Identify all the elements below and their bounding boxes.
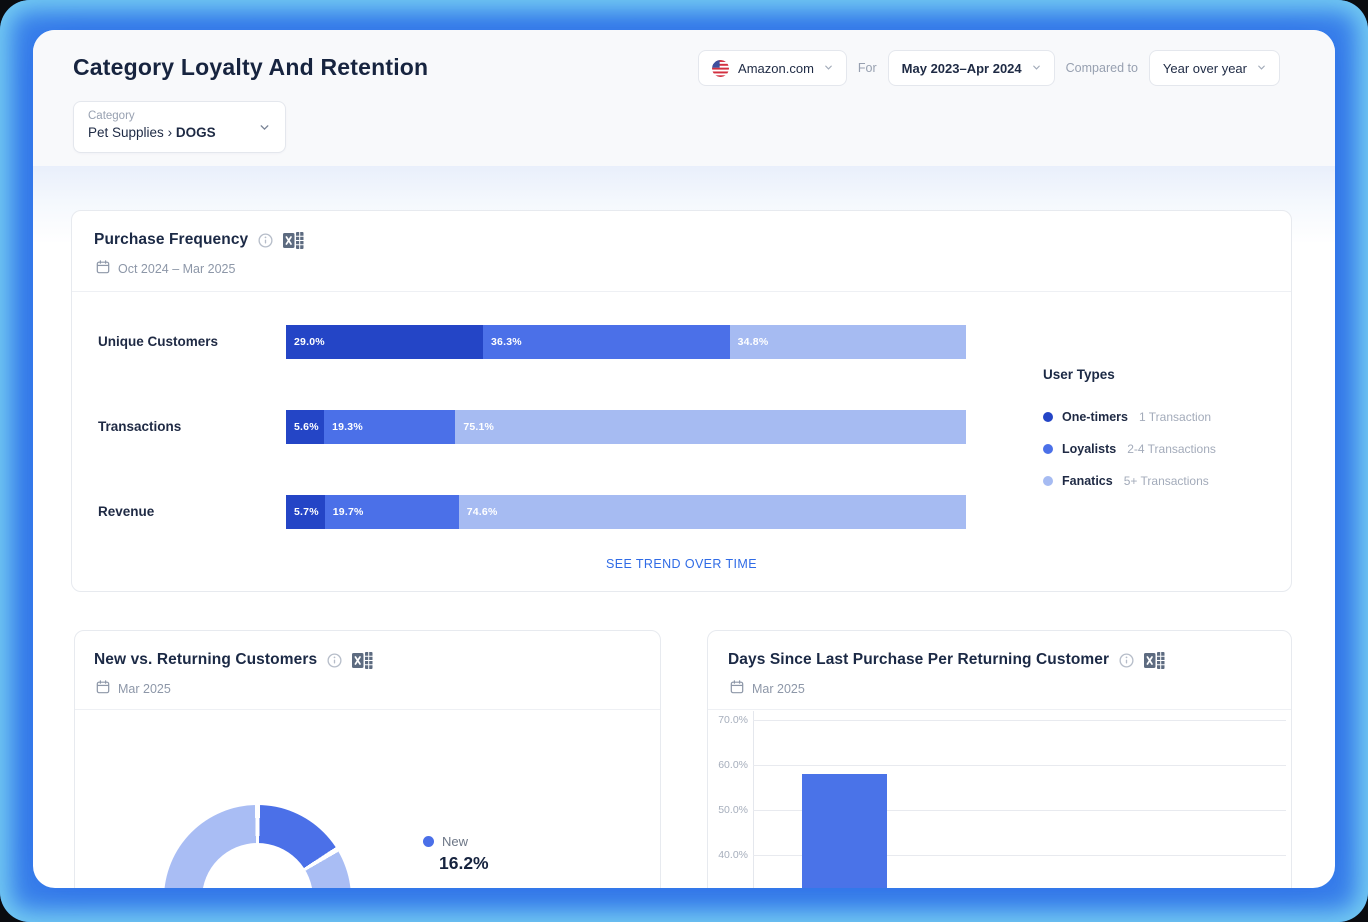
compared-to-label: Compared to <box>1065 61 1138 75</box>
calendar-icon <box>96 260 110 277</box>
bar-segment-one-timers[interactable]: 5.7% <box>286 495 325 529</box>
stacked-bar-unique-customers: 29.0% 36.3% 34.8% <box>286 325 966 359</box>
y-tick-label: 50.0% <box>718 804 748 816</box>
period-value: May 2023–Apr 2024 <box>901 60 1022 76</box>
chevron-down-icon <box>1031 61 1042 76</box>
gridline-40 <box>753 855 1286 856</box>
for-label: For <box>857 61 877 75</box>
bar-segment-fanatics[interactable]: 74.6% <box>458 495 966 529</box>
y-tick-label: 40.0% <box>718 849 748 861</box>
card-header-divider <box>72 291 1291 292</box>
info-icon[interactable] <box>258 232 273 248</box>
legend-label-new: New <box>442 834 469 849</box>
days-since-last-purchase-card: Days Since Last Purchase Per Returning C… <box>707 630 1292 888</box>
bar-segment-one-timers[interactable]: 29.0% <box>286 325 483 359</box>
user-types-legend: User Types One-timers 1 Transaction Loya… <box>1043 367 1216 488</box>
comparison-value: Year over year <box>1162 60 1247 76</box>
card-title: Purchase Frequency <box>94 231 249 248</box>
category-value: Pet Supplies › DOGS <box>88 125 216 140</box>
stacked-bar-transactions: 5.6% 19.3% 75.1% <box>286 410 966 444</box>
row-label-transactions: Transactions <box>98 419 182 434</box>
bar-segment-loyalists[interactable]: 36.3% <box>483 325 730 359</box>
bar-segment-loyalists[interactable]: 19.3% <box>324 410 456 444</box>
dashboard-page: Category Loyalty And Retention Amazon.co… <box>33 30 1335 888</box>
bar-segment-fanatics[interactable]: 75.1% <box>455 410 966 444</box>
retailer-value: Amazon.com <box>738 60 814 76</box>
gridline-70 <box>753 720 1286 721</box>
see-trend-over-time-link[interactable]: SEE TREND OVER TIME <box>606 557 757 571</box>
calendar-icon <box>96 680 110 697</box>
chevron-down-icon <box>823 61 834 76</box>
bar-segment-loyalists[interactable]: 19.7% <box>324 495 459 529</box>
info-icon[interactable] <box>1119 652 1134 668</box>
gridline-60 <box>753 765 1286 766</box>
breadcrumb-separator: › <box>167 125 173 140</box>
legend-dot <box>1043 476 1053 486</box>
legend-dot <box>1043 412 1053 422</box>
donut-chart[interactable] <box>164 805 351 888</box>
period-dropdown[interactable]: May 2023–Apr 2024 <box>887 50 1055 86</box>
histogram-bar[interactable] <box>802 774 887 888</box>
date-range: Oct 2024 – Mar 2025 <box>118 261 236 276</box>
row-label-revenue: Revenue <box>98 504 155 519</box>
legend-item-fanatics: Fanatics 5+ Transactions <box>1043 472 1209 490</box>
category-label: Category <box>88 110 135 122</box>
us-flag-icon <box>712 59 730 77</box>
row-label-unique-customers: Unique Customers <box>98 334 219 349</box>
new-vs-returning-card: New vs. Returning Customers Mar 2025 New… <box>74 630 661 888</box>
category-selector[interactable]: Category Pet Supplies › DOGS <box>73 101 286 153</box>
card-title: Days Since Last Purchase Per Returning C… <box>728 651 1110 668</box>
stacked-bar-revenue: 5.7% 19.7% 74.6% <box>286 495 966 529</box>
legend-item-one-timers: One-timers 1 Transaction <box>1043 408 1211 426</box>
date-range: Mar 2025 <box>118 681 171 696</box>
excel-export-icon[interactable] <box>352 651 373 669</box>
legend-dot <box>1043 444 1053 454</box>
legend-value-new: 16.2% <box>439 853 489 873</box>
excel-export-icon[interactable] <box>283 231 304 249</box>
chevron-down-icon <box>258 121 271 139</box>
calendar-icon <box>730 680 744 697</box>
y-axis-line <box>753 711 754 888</box>
info-icon[interactable] <box>327 652 342 668</box>
excel-export-icon[interactable] <box>1144 651 1165 669</box>
purchase-frequency-card: Purchase Frequency Oct 2024 – Mar 2025 U… <box>71 210 1292 592</box>
legend-item-loyalists: Loyalists 2-4 Transactions <box>1043 440 1216 458</box>
donut-hole <box>202 843 313 888</box>
legend-dot-new <box>423 836 434 847</box>
y-tick-label: 70.0% <box>718 714 748 726</box>
card-header-divider <box>75 709 660 710</box>
comparison-dropdown[interactable]: Year over year <box>1148 50 1280 86</box>
retailer-dropdown[interactable]: Amazon.com <box>698 50 847 86</box>
bar-segment-one-timers[interactable]: 5.6% <box>286 410 325 444</box>
page-title: Category Loyalty And Retention <box>73 54 429 80</box>
date-range: Mar 2025 <box>752 681 805 696</box>
global-filters: Amazon.com For May 2023–Apr 2024 Compare… <box>698 50 1280 86</box>
bar-segment-fanatics[interactable]: 34.8% <box>729 325 966 359</box>
card-header-divider <box>708 709 1291 710</box>
card-title: New vs. Returning Customers <box>94 651 318 668</box>
legend-title: User Types <box>1043 367 1115 382</box>
chevron-down-icon <box>1256 61 1267 76</box>
gridline-50 <box>753 810 1286 811</box>
y-tick-label: 60.0% <box>718 759 748 771</box>
